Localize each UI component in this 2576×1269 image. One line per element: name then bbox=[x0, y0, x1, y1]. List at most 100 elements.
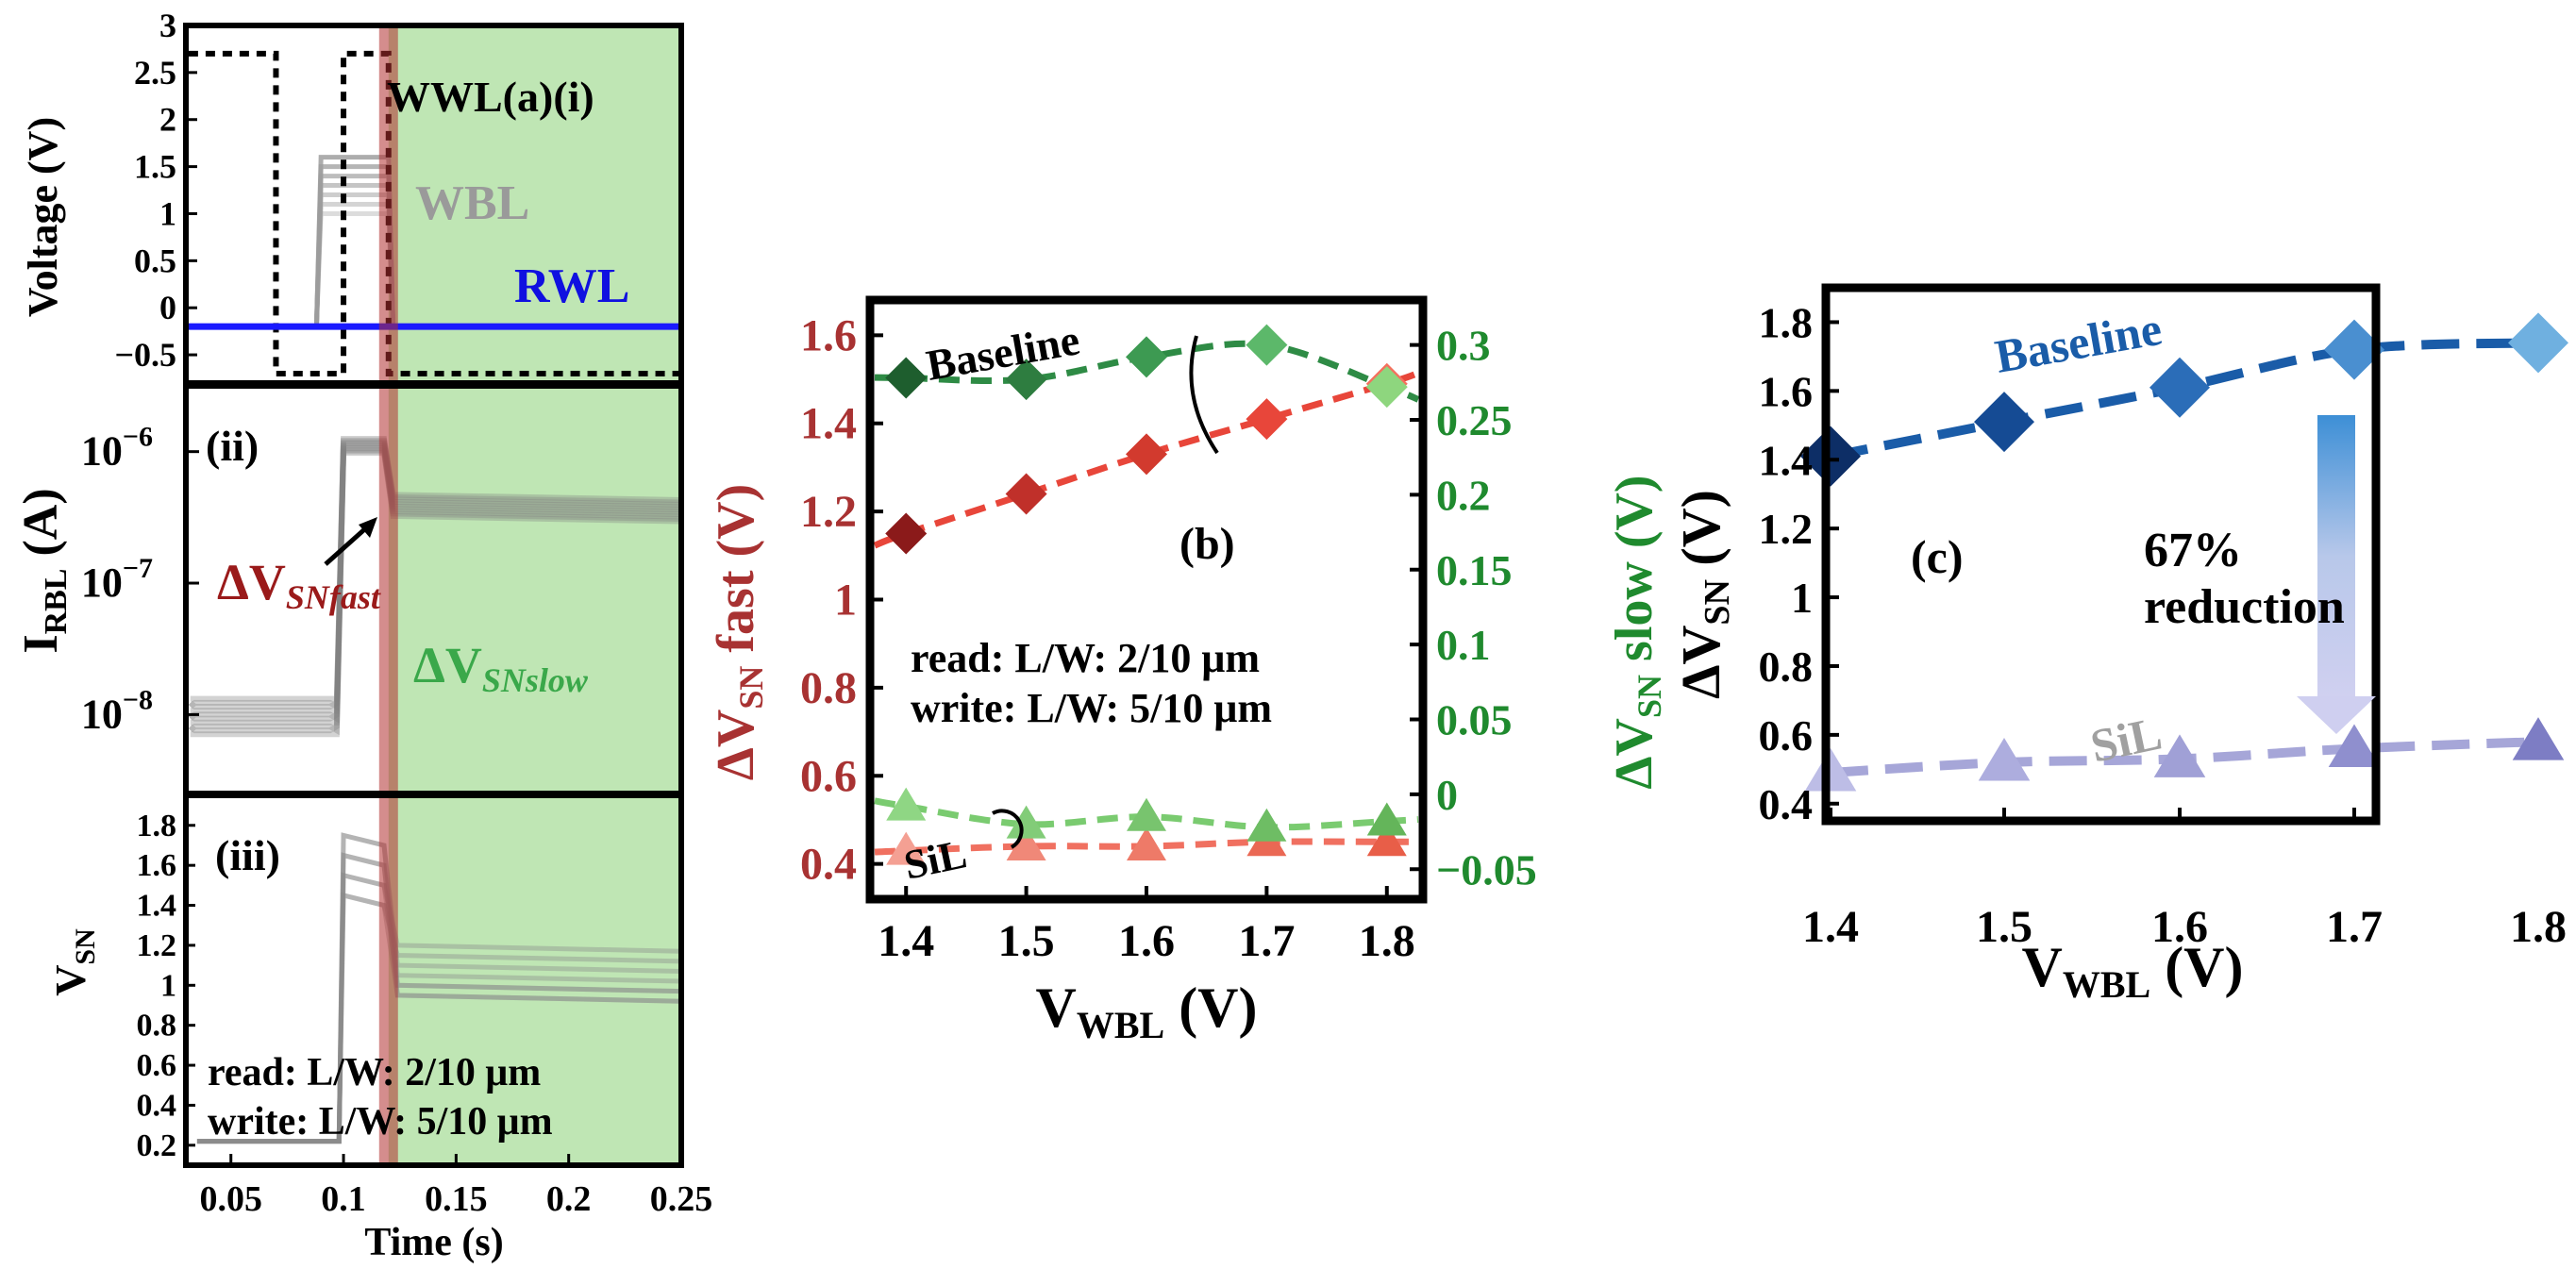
left-y-tick-label: 0.8 bbox=[800, 663, 857, 713]
data-point-triangle bbox=[886, 787, 927, 821]
c-y-tick-label: 1.2 bbox=[1759, 505, 1814, 553]
delta-vsn-slow-label: ΔVSNslow bbox=[413, 637, 589, 699]
left-y-tick-label: 1.4 bbox=[800, 399, 857, 449]
note-read-b: read: L/W: 2/10 μm bbox=[911, 635, 1260, 681]
panel-b-xlabel: VWBL (V) bbox=[1036, 977, 1258, 1046]
data-point-triangle bbox=[1127, 797, 1166, 831]
vsn-axis-label: VSN bbox=[46, 928, 101, 996]
data-point-diamond bbox=[1005, 473, 1047, 515]
subplot-iii-label: (iii) bbox=[215, 831, 280, 879]
data-point-triangle bbox=[1366, 802, 1407, 836]
data-point-triangle bbox=[1366, 823, 1407, 857]
irbl-trace bbox=[190, 445, 682, 726]
sil-label-b: SiL bbox=[900, 830, 971, 889]
time-tick-label: 0.05 bbox=[199, 1179, 262, 1219]
time-tick-label: 0.2 bbox=[546, 1179, 592, 1219]
vsn-trace bbox=[196, 852, 682, 1144]
voltage-tick-label: 0 bbox=[159, 289, 176, 326]
c-x-tick-label: 1.8 bbox=[2510, 902, 2567, 952]
voltage-tick-label: −0.5 bbox=[114, 336, 176, 374]
left-y-tick-label: 1.6 bbox=[800, 310, 857, 360]
voltage-tick-label: 2.5 bbox=[134, 54, 176, 92]
note-write-b: write: L/W: 5/10 μm bbox=[911, 685, 1272, 731]
voltage-tick-label: 2 bbox=[159, 101, 176, 139]
current-tick-label: 10−6 bbox=[81, 422, 153, 475]
baseline-label-c: Baseline bbox=[1991, 302, 2166, 383]
vsn-tick-label: 1.6 bbox=[137, 848, 177, 883]
vsn-tick-label: 1.4 bbox=[137, 889, 177, 924]
data-point-diamond bbox=[1126, 336, 1167, 378]
x-tick-label: 1.7 bbox=[1238, 916, 1295, 966]
data-point-triangle bbox=[1006, 827, 1046, 860]
irbl-trace bbox=[188, 448, 682, 736]
steady-state-region bbox=[388, 25, 681, 1165]
irbl-trace bbox=[190, 441, 682, 714]
fast-arrow bbox=[324, 517, 377, 566]
panel-c: 1.8 1.6 1.4 1.2 1 0.8 0.6 0.4 1.4 1.5 1.6 1.7 1.8 (c… bbox=[1670, 283, 2568, 1006]
sampling-time-marker bbox=[378, 25, 398, 1165]
svg-text:ΔVSNslow: ΔVSNslow bbox=[413, 637, 589, 699]
note-write-a: write: L/W: 5/10 μm bbox=[208, 1100, 553, 1144]
sil-circle bbox=[992, 809, 1024, 849]
vsn-trace bbox=[196, 872, 682, 1144]
panel-b-label: (b) bbox=[1179, 519, 1235, 569]
irbl-trace bbox=[190, 450, 682, 738]
vsn-tick-label: 1.2 bbox=[137, 928, 177, 963]
x-tick-label: 1.4 bbox=[878, 916, 934, 966]
irbl-trace bbox=[188, 442, 682, 722]
right-y-tick-label: 0.3 bbox=[1436, 322, 1491, 370]
data-point-triangle bbox=[1006, 805, 1046, 839]
vsn-trace bbox=[196, 892, 682, 1144]
voltage-tick-label: 1 bbox=[159, 194, 176, 232]
data-point-triangle bbox=[1804, 747, 1857, 792]
wwl-label: WWL(a)(i) bbox=[387, 73, 594, 121]
left-y-tick-label: 0.6 bbox=[800, 751, 857, 801]
irbl-trace bbox=[190, 436, 682, 702]
data-point-diamond bbox=[2508, 312, 2568, 374]
data-point-diamond bbox=[1365, 366, 1408, 409]
c-y-tick-label: 1.8 bbox=[1759, 298, 1814, 346]
voltage-tick-label: 3 bbox=[159, 7, 176, 44]
vsn-trace bbox=[196, 872, 682, 1144]
vsn-tick-label: 0.6 bbox=[137, 1048, 177, 1083]
panel-c-label: (c) bbox=[1911, 530, 1964, 583]
vsn-trace bbox=[196, 892, 682, 1144]
voltage-tick-label: 0.5 bbox=[134, 242, 176, 279]
data-point-diamond bbox=[1005, 359, 1047, 401]
right-y-tick-label: 0.25 bbox=[1436, 396, 1513, 444]
data-point-triangle bbox=[886, 831, 927, 865]
rwl-label: RWL bbox=[514, 259, 629, 313]
vsn-tick-label: 1.8 bbox=[137, 809, 177, 843]
right-y-tick-label: 0.1 bbox=[1436, 621, 1491, 669]
vsn-tick-label: 0.8 bbox=[137, 1009, 177, 1044]
panel-b-plot: 0.4 0.6 0.8 1 1.2 1.4 1.6 0.3 0.25 0.2 0.15 0.1 0.05… bbox=[800, 310, 1537, 966]
reduction-word: reduction bbox=[2144, 580, 2345, 634]
panel-c-ylabel: ΔVSN (V) bbox=[1670, 490, 1737, 699]
right-y-tick-label: 0 bbox=[1436, 771, 1458, 819]
data-point-diamond bbox=[1800, 426, 1861, 487]
c-x-tick-label: 1.5 bbox=[1976, 902, 2032, 952]
wbl-label: WBL bbox=[415, 176, 529, 230]
data-point-triangle bbox=[2328, 724, 2381, 767]
data-point-diamond bbox=[885, 357, 928, 399]
vsn-trace bbox=[196, 832, 682, 1144]
data-point-diamond bbox=[1246, 324, 1288, 366]
panel-b-left-ylabel: ΔVSN fast (V) bbox=[707, 484, 770, 780]
current-tick-label: 10−7 bbox=[81, 553, 153, 606]
svg-text:ΔVSNfast: ΔVSNfast bbox=[217, 554, 381, 616]
time-tick-label: 0.1 bbox=[321, 1179, 366, 1219]
vsn-tick-label: 1 bbox=[160, 968, 176, 1003]
panel-b-right-ylabel: ΔVSN slow (V) bbox=[1605, 475, 1668, 789]
irbl-trace bbox=[188, 446, 682, 734]
panel-c-frame bbox=[1821, 283, 2381, 826]
vsn-trace bbox=[196, 852, 682, 1144]
vsn-tick-label: 0.4 bbox=[137, 1088, 177, 1123]
subplot-ii-label: (ii) bbox=[206, 422, 259, 470]
vsn-trace bbox=[196, 832, 682, 1144]
panel-c-xlabel: VWBL (V) bbox=[2022, 936, 2244, 1006]
note-read-a: read: L/W: 2/10 μm bbox=[208, 1051, 541, 1094]
time-tick-label: 0.25 bbox=[650, 1179, 713, 1219]
left-y-tick-label: 0.4 bbox=[800, 840, 857, 890]
x-tick-label: 1.5 bbox=[998, 916, 1055, 966]
